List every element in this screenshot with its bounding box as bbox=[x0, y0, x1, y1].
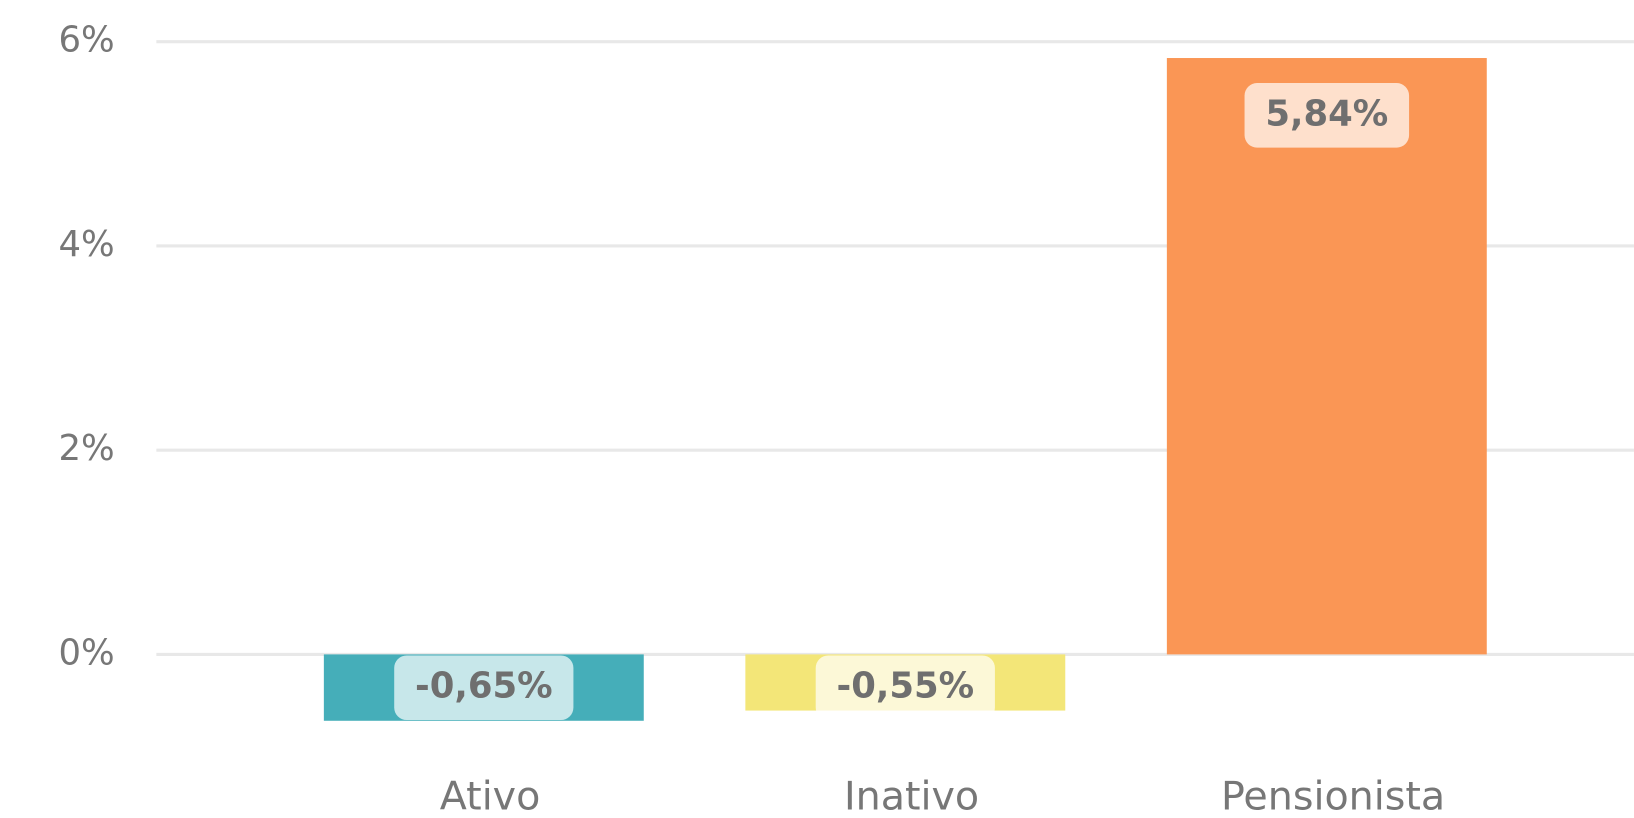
value-label: -0,55% bbox=[837, 666, 975, 707]
y-tick-label: 6% bbox=[58, 20, 114, 61]
y-tick-label: 0% bbox=[58, 632, 114, 673]
y-tick-label: 4% bbox=[58, 224, 114, 265]
x-tick-label: Pensionista bbox=[1221, 774, 1445, 818]
value-label-bg bbox=[1244, 83, 1410, 148]
x-tick-label: Inativo bbox=[844, 774, 979, 818]
value-label: -0,65% bbox=[415, 666, 553, 707]
value-label: 5,84% bbox=[1265, 93, 1388, 134]
y-tick-label: 2% bbox=[58, 428, 114, 469]
x-tick-label: Ativo bbox=[440, 774, 541, 818]
bar bbox=[1166, 58, 1487, 655]
value-label-bg bbox=[815, 655, 995, 721]
value-label-bg bbox=[394, 655, 574, 721]
